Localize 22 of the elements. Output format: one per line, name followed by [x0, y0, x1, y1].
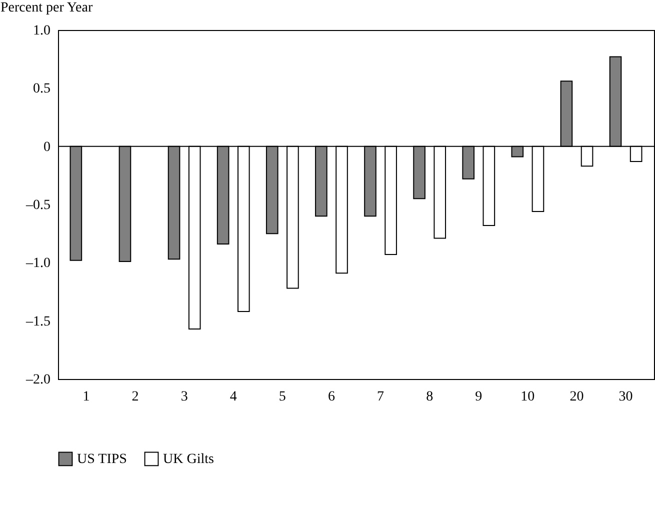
- x-tick-label: 8: [426, 390, 434, 404]
- x-tick-label: 30: [618, 390, 633, 404]
- x-tick-label: 10: [520, 390, 535, 404]
- y-tick-label: –0.5: [25, 198, 50, 213]
- y-tick-label: 0: [44, 140, 50, 155]
- y-tick-label: –1.5: [25, 314, 50, 330]
- legend-label: US TIPS: [77, 452, 127, 467]
- y-tick-label: 0.5: [33, 82, 50, 97]
- x-tick-label: 9: [475, 390, 482, 404]
- y-tick-label: 1.0: [33, 24, 50, 38]
- y-axis-title: Percent per Year: [0, 0, 93, 16]
- x-tick-label: 1: [82, 390, 90, 404]
- y-tick-label: –1.0: [25, 256, 50, 272]
- x-tick-label: 2: [132, 390, 139, 404]
- x-tick-label: 6: [328, 390, 335, 404]
- x-tick-label: 5: [278, 390, 286, 404]
- x-tick-label: 7: [377, 390, 384, 404]
- x-tick-label: 20: [570, 390, 584, 404]
- x-tick-label: 3: [180, 390, 188, 404]
- x-tick-label: 4: [230, 390, 237, 404]
- y-tick-label: –2.0: [25, 372, 50, 388]
- legend-label: UK Gilts: [163, 452, 214, 467]
